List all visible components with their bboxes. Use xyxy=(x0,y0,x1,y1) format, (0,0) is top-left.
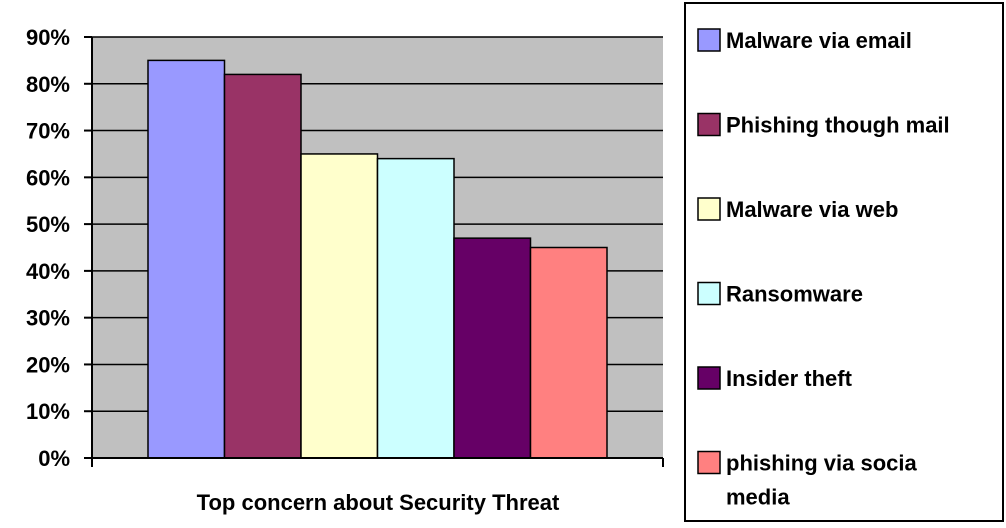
legend-swatch xyxy=(697,281,721,306)
legend-swatch xyxy=(697,366,721,390)
x-axis-label: Top concern about Security Threat xyxy=(197,490,560,515)
y-tick-label: 90% xyxy=(26,25,70,50)
legend-swatch xyxy=(697,28,721,52)
y-tick-label: 0% xyxy=(38,446,70,471)
bars xyxy=(147,59,608,459)
legend-label: media xyxy=(726,485,790,510)
legend-swatch xyxy=(697,450,721,475)
y-tick-label: 20% xyxy=(26,352,70,377)
bar-malware-via-email xyxy=(147,59,226,459)
legend-label: Malware via email xyxy=(726,28,912,53)
y-tick-label: 60% xyxy=(26,165,70,190)
y-tick-label: 70% xyxy=(26,119,70,144)
y-tick-label: 50% xyxy=(26,212,70,237)
legend-label: Ransomware xyxy=(726,282,863,307)
y-tick-label: 10% xyxy=(26,399,70,424)
bar-ransomware xyxy=(376,157,455,459)
y-tick-label: 30% xyxy=(26,306,70,331)
legend: Malware via email Phishing though mail Mal… xyxy=(697,28,950,510)
y-tick-label: 40% xyxy=(26,259,70,284)
legend-swatch xyxy=(697,112,721,137)
bar-phishing-via-socia-media xyxy=(529,246,608,459)
legend-label: phishing via socia xyxy=(726,451,917,476)
legend-label: Insider theft xyxy=(726,366,853,391)
legend-swatch xyxy=(697,197,721,221)
legend-label: Malware via web xyxy=(726,197,898,222)
bar-insider-theft xyxy=(453,237,532,459)
axes xyxy=(91,37,664,467)
bar-malware-via-web xyxy=(300,153,379,459)
y-tick-labels: 0% 10% 20% 30% 40% 50% 60% 70% 80% 90% xyxy=(26,25,70,471)
legend-box xyxy=(684,2,1004,522)
legend-label: Phishing though mail xyxy=(726,113,950,138)
bar-phishing-though-mail xyxy=(223,73,302,459)
y-tick-label: 80% xyxy=(26,72,70,97)
